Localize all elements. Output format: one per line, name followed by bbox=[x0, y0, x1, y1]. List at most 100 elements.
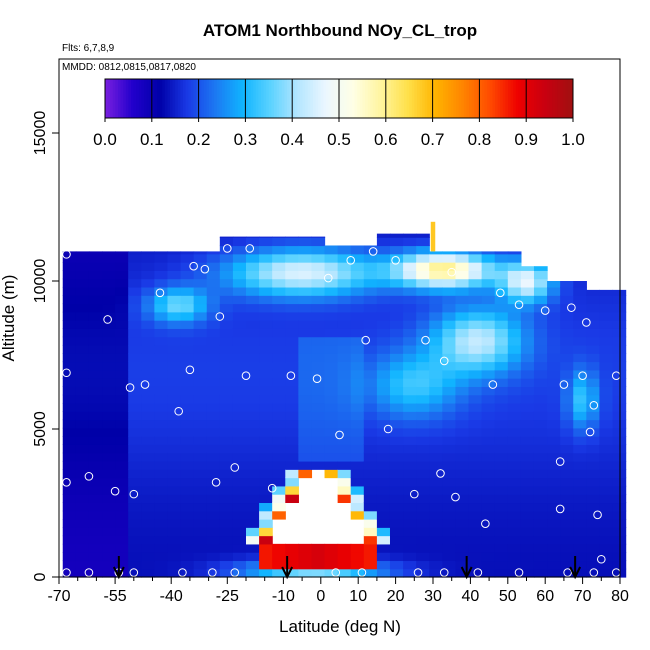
observation-point bbox=[473, 568, 483, 577]
observation-point bbox=[84, 568, 94, 577]
observation-point bbox=[593, 510, 602, 520]
observation-point bbox=[129, 568, 139, 577]
colorbar-tick-label: 0.8 bbox=[468, 130, 492, 149]
observation-point bbox=[540, 306, 550, 315]
dates-label: MMDD: 0812,0815,0817,0820 bbox=[62, 62, 196, 73]
x-tick-label: 80 bbox=[611, 588, 629, 605]
observation-point bbox=[312, 374, 322, 383]
observation-point bbox=[413, 568, 423, 577]
x-tick-label: -10 bbox=[272, 588, 295, 605]
observation-point bbox=[410, 489, 419, 499]
observation-point bbox=[555, 457, 565, 466]
observation-point bbox=[439, 356, 449, 366]
observation-point bbox=[496, 288, 505, 298]
observation-point bbox=[241, 371, 251, 381]
observation-point bbox=[357, 568, 367, 577]
observation-point bbox=[582, 318, 591, 327]
y-axis: 0 5000 10000 15000 bbox=[32, 111, 59, 581]
x-tick-label: 40 bbox=[462, 588, 480, 605]
x-tick-label: 30 bbox=[424, 588, 442, 605]
observation-point bbox=[189, 261, 198, 271]
observation-point bbox=[555, 504, 565, 514]
flights-label: Flts: 6,7,8,9 bbox=[62, 43, 115, 54]
colorbar-tick-label: 0.1 bbox=[140, 130, 164, 149]
x-axis: -70 -55 -40 -25 -10 0 10 20 30 40 50 60 70 80 bbox=[47, 577, 629, 605]
observation-point bbox=[439, 568, 449, 577]
x-tick-label: 70 bbox=[574, 588, 592, 605]
x-axis-label: Latitude (deg N) bbox=[279, 617, 401, 636]
observation-point bbox=[585, 427, 595, 437]
colorbar: 0.0 0.1 0.2 0.3 0.4 0.5 0.6 0.7 0.8 0.9 1.0 bbox=[93, 78, 585, 149]
y-tick-label: 10000 bbox=[32, 259, 49, 304]
observation-point bbox=[589, 401, 599, 410]
observation-point bbox=[208, 568, 217, 577]
observation-point bbox=[178, 568, 187, 577]
observation-point bbox=[451, 492, 460, 502]
observation-point bbox=[129, 489, 139, 499]
colorbar-tick-label: 0.4 bbox=[280, 130, 304, 149]
observation-point bbox=[174, 406, 183, 416]
colorbar-tick-label: 0.9 bbox=[514, 130, 538, 149]
observation-point bbox=[559, 380, 569, 389]
observation-point bbox=[286, 371, 296, 381]
observation-point bbox=[62, 568, 71, 577]
x-tick-label: 20 bbox=[387, 588, 405, 605]
observation-point bbox=[361, 335, 370, 345]
observation-point bbox=[383, 424, 393, 434]
chart-title: ATOM1 Northbound NOy_CL_trop bbox=[203, 21, 477, 40]
observation-point bbox=[331, 568, 341, 577]
observation-point bbox=[514, 300, 524, 309]
observation-point bbox=[436, 469, 445, 478]
observation-point bbox=[155, 288, 165, 298]
observation-point bbox=[62, 477, 71, 487]
observation-point bbox=[267, 483, 277, 493]
observation-point bbox=[211, 477, 221, 487]
observation-point bbox=[567, 303, 576, 312]
observation-point bbox=[488, 380, 498, 389]
observation-point bbox=[391, 255, 400, 265]
observation-point bbox=[185, 365, 195, 375]
heatmap-field bbox=[62, 221, 627, 578]
observation-point bbox=[125, 383, 135, 392]
colorbar-tick-label: 0.3 bbox=[234, 130, 258, 149]
observation-point bbox=[335, 430, 344, 440]
observation-point bbox=[346, 255, 356, 265]
observation-point bbox=[563, 568, 572, 577]
x-tick-label: 10 bbox=[349, 588, 367, 605]
x-tick-label: -70 bbox=[47, 588, 70, 605]
observation-point bbox=[62, 250, 71, 259]
observation-point bbox=[481, 519, 490, 529]
summit-plume bbox=[430, 221, 436, 252]
observation-point bbox=[514, 568, 524, 577]
observation-point bbox=[223, 244, 232, 253]
x-tick-label: -25 bbox=[216, 588, 239, 605]
observation-point bbox=[447, 267, 457, 277]
observation-point bbox=[62, 368, 71, 378]
observation-point bbox=[368, 247, 378, 256]
colorbar-tick-label: 0.6 bbox=[374, 130, 398, 149]
observation-point bbox=[140, 380, 150, 389]
observation-point bbox=[323, 273, 333, 283]
observation-point bbox=[578, 371, 587, 381]
observation-point bbox=[589, 568, 599, 577]
colorbar-tick-label: 0.5 bbox=[327, 130, 351, 149]
colorbar-tick-label: 0.7 bbox=[421, 130, 445, 149]
observation-point bbox=[110, 486, 120, 496]
colorbar-tick-label: 0.2 bbox=[187, 130, 211, 149]
x-tick-label: -55 bbox=[104, 588, 127, 605]
observation-point bbox=[597, 554, 606, 564]
x-tick-label: 0 bbox=[316, 588, 325, 605]
observation-point bbox=[103, 315, 112, 324]
y-tick-label: 0 bbox=[32, 572, 49, 581]
colorbar-tick-label: 1.0 bbox=[561, 130, 585, 149]
y-tick-label: 15000 bbox=[32, 111, 49, 156]
observation-point bbox=[230, 568, 240, 577]
x-tick-label: 50 bbox=[499, 588, 517, 605]
observation-point bbox=[421, 335, 430, 345]
observation-point bbox=[215, 312, 225, 321]
colorbar-tick-label: 0.0 bbox=[93, 130, 117, 149]
y-axis-label: Altitude (m) bbox=[0, 275, 18, 362]
observation-point bbox=[200, 264, 210, 274]
y-tick-label: 5000 bbox=[32, 411, 49, 447]
